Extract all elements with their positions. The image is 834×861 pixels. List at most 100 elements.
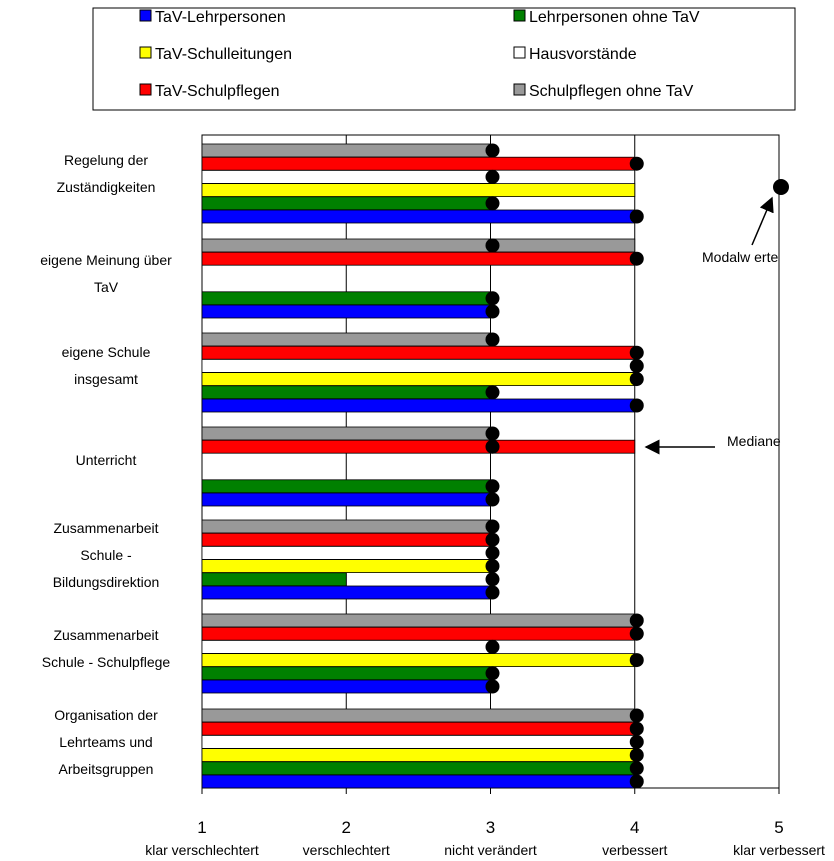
mode-dot	[629, 398, 644, 413]
bar	[201, 143, 491, 158]
mode-dot	[629, 209, 644, 224]
modal-annotation-arrow	[751, 196, 774, 246]
mode-dot	[485, 545, 500, 560]
mode-dot	[629, 748, 644, 763]
mode-dot	[485, 426, 500, 441]
mode-dot	[629, 613, 644, 628]
bar	[201, 748, 636, 762]
bar	[201, 345, 636, 360]
category-label: Zusammenarbeit	[53, 627, 158, 643]
mode-dot	[485, 479, 500, 494]
mode-dot	[485, 532, 500, 547]
bar	[201, 426, 491, 441]
bar	[201, 291, 491, 306]
mode-dot	[629, 653, 644, 668]
legend-swatch	[139, 9, 152, 22]
legend-label: TaV-Schulpflegen	[155, 83, 280, 100]
legend-label: Schulpflegen ohne TaV	[529, 83, 694, 100]
bar	[201, 209, 636, 224]
bar	[201, 613, 636, 628]
bar	[201, 251, 636, 266]
mode-dot	[485, 679, 500, 694]
mode-dot	[485, 585, 500, 600]
legend-swatch	[513, 9, 526, 22]
bar	[201, 385, 491, 400]
x-tick-number: 2	[342, 818, 351, 837]
mode-dot	[485, 385, 500, 400]
x-tick-label: klar verschlechtert	[145, 842, 259, 858]
bar	[201, 559, 491, 573]
mode-dot	[629, 358, 644, 373]
mode-dot	[485, 304, 500, 319]
mode-dot	[485, 559, 500, 574]
bars	[201, 143, 636, 789]
category-label: Regelung der	[64, 152, 148, 168]
legend-swatch	[139, 46, 152, 59]
category-label: Zusammenarbeit	[53, 520, 158, 536]
bar	[201, 183, 636, 198]
bar	[201, 304, 491, 319]
mode-dot	[629, 626, 644, 641]
mode-dot	[629, 774, 644, 789]
mode-dot	[485, 666, 500, 681]
category-label: eigene Schule	[62, 344, 151, 360]
mode-dot	[485, 332, 500, 347]
x-tick-label: nicht verändert	[444, 842, 537, 858]
mode-dot	[485, 572, 500, 587]
category-label: Organisation der	[54, 707, 158, 723]
x-tick-label: verschlechtert	[303, 842, 390, 858]
mode-dot	[629, 734, 644, 749]
x-tick-label: verbessert	[602, 842, 667, 858]
bar	[201, 372, 636, 387]
bar	[201, 479, 491, 494]
x-tick-number: 1	[197, 818, 206, 837]
mode-dot	[485, 238, 500, 253]
bar	[201, 572, 347, 587]
bar	[201, 666, 491, 681]
bar	[201, 519, 491, 534]
mode-dot	[629, 345, 644, 360]
x-tick-number: 3	[486, 818, 495, 837]
category-label: Arbeitsgruppen	[59, 761, 154, 777]
bar	[201, 156, 636, 171]
mode-dot	[629, 251, 644, 266]
mode-dot	[629, 708, 644, 723]
mode-markers	[485, 143, 789, 789]
legend-swatch	[513, 46, 526, 59]
category-label: Bildungsdirektion	[53, 574, 160, 590]
legend-swatch	[139, 83, 152, 96]
bar	[201, 332, 491, 347]
legend-box	[92, 7, 796, 111]
category-label: Schule - Schulpflege	[42, 654, 171, 670]
bar	[201, 640, 491, 654]
mode-dot	[629, 761, 644, 776]
bar	[201, 439, 636, 454]
mode-dot	[485, 639, 500, 654]
legend-label: Hausvorstände	[529, 46, 637, 63]
category-label: Schule -	[80, 547, 132, 563]
mode-dot	[485, 519, 500, 534]
mode-dot	[485, 196, 500, 211]
bar	[201, 238, 636, 253]
bar	[201, 774, 636, 789]
category-label: TaV	[94, 279, 119, 295]
annotations: Modalw erte Mediane	[644, 196, 781, 455]
mode-dot	[485, 143, 500, 158]
legend: TaV-Lehrpersonen Lehrpersonen ohne TaV TaV…	[92, 7, 796, 111]
legend-label: TaV-Schulleitungen	[155, 46, 292, 63]
bar	[201, 196, 491, 211]
mode-dot	[629, 372, 644, 387]
category-label: Unterricht	[76, 452, 137, 468]
mode-dot	[629, 721, 644, 736]
mode-dot	[485, 169, 500, 184]
mode-dot	[773, 179, 789, 195]
bar	[201, 532, 491, 547]
bar	[201, 358, 636, 373]
mode-dot	[485, 492, 500, 507]
bar	[201, 585, 491, 600]
bar	[201, 735, 636, 749]
x-tick-label: klar verbessert	[733, 842, 825, 858]
bar	[201, 546, 491, 560]
bar	[201, 761, 636, 776]
